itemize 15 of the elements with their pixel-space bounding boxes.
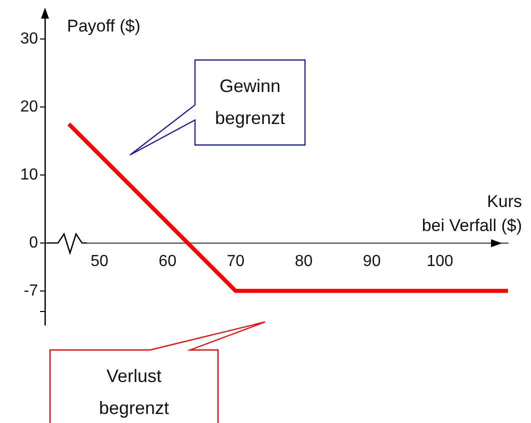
x-axis-title: Kurs bei Verfall ($)	[422, 192, 522, 236]
annotation: Gewinn begrenzt	[214, 76, 286, 128]
y-tick-label: -7	[24, 282, 38, 300]
x-tick-label: 60	[158, 253, 177, 270]
y-axis-title: Payoff ($)	[67, 16, 140, 36]
y-tick-label: 0	[29, 234, 38, 252]
x-tick-label: 100	[426, 253, 454, 270]
y-tick-label: 10	[20, 166, 38, 184]
y-tick-label: 20	[20, 98, 38, 116]
y-tick-label: 30	[20, 30, 38, 48]
x-tick-label: 80	[294, 253, 313, 270]
x-tick-label: 70	[226, 253, 245, 270]
x-tick-label: 90	[362, 253, 381, 270]
text: Verlust begrenzt	[98, 366, 170, 418]
x-tick-label: 50	[90, 253, 108, 270]
